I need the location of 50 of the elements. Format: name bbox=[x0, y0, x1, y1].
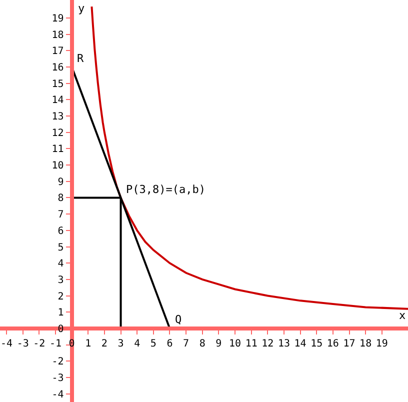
y-tick-label: -4 bbox=[52, 389, 64, 400]
annotation: Q bbox=[175, 313, 182, 326]
y-tick-label: 15 bbox=[52, 78, 64, 90]
y-tick-label: 4 bbox=[58, 258, 64, 270]
y-tick-label: -3 bbox=[52, 372, 64, 384]
y-tick-label: 7 bbox=[58, 210, 64, 221]
y-tick-label: 3 bbox=[58, 274, 64, 286]
x-tick-label: 8 bbox=[199, 338, 206, 350]
y-tick-label: 13 bbox=[52, 112, 64, 123]
x-tick-label: 12 bbox=[262, 338, 274, 350]
x-tick-label: -4 bbox=[0, 338, 13, 350]
x-tick-label: 18 bbox=[360, 338, 372, 350]
y-tick-label: 11 bbox=[52, 144, 64, 156]
x-tick-label: 3 bbox=[118, 338, 124, 350]
y-tick-label: 6 bbox=[58, 226, 64, 237]
x-tick-label: -2 bbox=[33, 338, 46, 350]
y-tick-label: 5 bbox=[58, 242, 64, 254]
annotation: P(3,8)=(a,b) bbox=[126, 183, 206, 196]
y-tick-label: 19 bbox=[52, 13, 64, 24]
x-tick-label: 15 bbox=[310, 338, 323, 350]
y-tick-label: -2 bbox=[52, 356, 64, 368]
x-tick-label: 5 bbox=[150, 338, 156, 350]
x-tick-label: 9 bbox=[216, 338, 222, 350]
y-tick-label: 8 bbox=[58, 193, 64, 204]
x-tick-label: -3 bbox=[16, 338, 29, 350]
x-tick-label: 11 bbox=[245, 338, 258, 350]
x-tick-label: 2 bbox=[101, 338, 108, 350]
y-tick-label: 9 bbox=[58, 176, 64, 188]
y-tick-label: 17 bbox=[52, 46, 64, 58]
x-tick-label: -1 bbox=[49, 338, 62, 350]
x-tick-label: 4 bbox=[134, 338, 140, 350]
y-tick-label: 16 bbox=[52, 62, 64, 74]
annotation: R bbox=[77, 52, 84, 65]
x-tick-label: 16 bbox=[326, 338, 339, 350]
y-tick-label: 10 bbox=[52, 160, 64, 172]
x-tick-label: 7 bbox=[183, 338, 190, 350]
x-tick-label: 13 bbox=[278, 338, 290, 350]
x-tick-label: 19 bbox=[376, 338, 388, 350]
y-tick-label: 18 bbox=[52, 30, 64, 41]
y-tick-label: 1 bbox=[58, 308, 64, 319]
x-axis-title: x bbox=[399, 309, 406, 322]
x-tick-label: 14 bbox=[294, 338, 306, 350]
x-tick-label: 10 bbox=[228, 338, 242, 350]
x-tick-label: 6 bbox=[166, 338, 173, 350]
x-tick-label: 1 bbox=[85, 338, 92, 350]
y-tick-label: 12 bbox=[52, 128, 64, 139]
y-axis-title: y bbox=[78, 2, 85, 15]
x-tick-label: 17 bbox=[343, 338, 356, 350]
y-tick-label: 14 bbox=[52, 95, 64, 106]
y-tick-label: 2 bbox=[58, 291, 64, 302]
